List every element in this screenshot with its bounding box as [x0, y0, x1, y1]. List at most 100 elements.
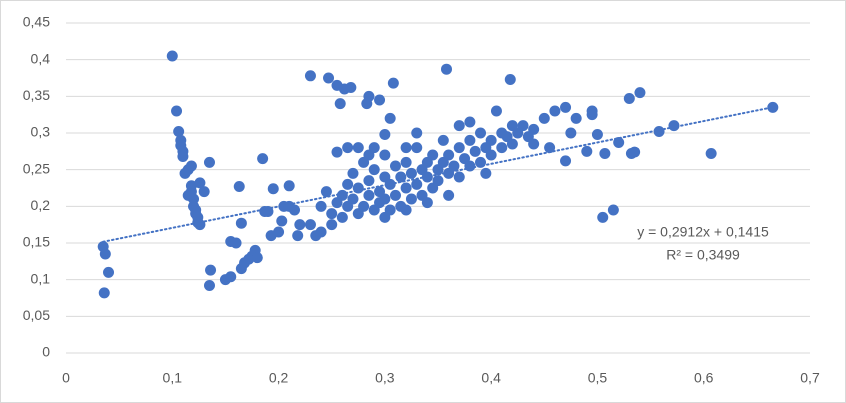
- y-tick-label: 0,35: [23, 87, 50, 103]
- x-tick-label: 0,2: [269, 370, 289, 386]
- scatter-point: [342, 178, 354, 190]
- scatter-point: [506, 138, 518, 150]
- scatter-point: [342, 142, 354, 154]
- scatter-point: [464, 134, 476, 146]
- scatter-point: [405, 193, 417, 205]
- scatter-point: [358, 200, 370, 212]
- scatter-point: [441, 63, 453, 75]
- scatter-point: [538, 112, 550, 124]
- scatter-point: [464, 116, 476, 128]
- scatter-point: [336, 211, 348, 223]
- scatter-point: [203, 156, 215, 168]
- scatter-point: [490, 105, 502, 117]
- scatter-point: [437, 134, 449, 146]
- scatter-point: [629, 146, 641, 158]
- scatter-point: [613, 137, 625, 149]
- scatter-point: [379, 211, 391, 223]
- scatter-point: [379, 128, 391, 140]
- scatter-point: [607, 204, 619, 216]
- scatter-point: [315, 200, 327, 212]
- scatter-point: [194, 177, 206, 189]
- scatter-point: [379, 193, 391, 205]
- scatter-point: [565, 127, 577, 139]
- y-tick-label: 0,4: [31, 50, 51, 66]
- scatter-point: [379, 149, 391, 161]
- scatter-point: [653, 126, 665, 138]
- scatter-point: [310, 230, 322, 242]
- scatter-point: [411, 142, 423, 154]
- trendline: [102, 106, 774, 243]
- scatter-point: [443, 189, 455, 201]
- scatter-point: [99, 248, 111, 260]
- y-tick-label: 0,15: [23, 234, 50, 250]
- scatter-point: [289, 204, 301, 216]
- scatter-point: [389, 160, 401, 172]
- scatter-point: [504, 73, 516, 85]
- trendline-equation: y = 0,2912x + 0,1415: [637, 224, 769, 240]
- scatter-point: [363, 90, 375, 102]
- scatter-point: [560, 155, 572, 167]
- scatter-point: [267, 183, 279, 195]
- scatter-point: [570, 112, 582, 124]
- scatter-point: [368, 164, 380, 176]
- scatter-point: [549, 105, 561, 117]
- x-tick-label: 0,6: [694, 370, 714, 386]
- scatter-point: [233, 181, 245, 193]
- scatter-point: [400, 156, 412, 168]
- scatter-point: [345, 82, 357, 94]
- scatter-point: [304, 219, 316, 231]
- scatter-point: [599, 148, 611, 160]
- scatter-point: [292, 230, 304, 242]
- scatter-point: [294, 219, 306, 231]
- x-tick-label: 0,7: [800, 370, 820, 386]
- scatter-point: [98, 287, 110, 299]
- scatter-point: [634, 87, 646, 99]
- scatter-point: [597, 211, 609, 223]
- scatter-point: [767, 101, 779, 113]
- scatter-point: [352, 142, 364, 154]
- scatter-point: [411, 127, 423, 139]
- scatter-point: [400, 204, 412, 216]
- scatter-point: [475, 127, 487, 139]
- scatter-point: [177, 150, 189, 162]
- scatter-point: [347, 167, 359, 179]
- scatter-point: [326, 219, 338, 231]
- scatter-point: [171, 105, 183, 117]
- scatter-point: [363, 175, 375, 187]
- scatter-point: [623, 93, 635, 105]
- scatter-point: [323, 72, 335, 84]
- scatter-point: [485, 134, 497, 146]
- scatter-point: [586, 109, 598, 121]
- scatter-point: [387, 77, 399, 89]
- scatter-point: [103, 266, 115, 278]
- scatter-point: [496, 142, 508, 154]
- scatter-point: [453, 120, 465, 132]
- y-tick-label: 0,05: [23, 307, 50, 323]
- scatter-point: [283, 180, 295, 192]
- scatter-point: [276, 215, 288, 227]
- scatter-point: [273, 226, 285, 238]
- trendline-r-squared: R² = 0,3499: [666, 247, 740, 263]
- scatter-point: [257, 153, 269, 165]
- y-tick-label: 0: [42, 344, 50, 360]
- scatter-point: [334, 98, 346, 110]
- scatter-point: [400, 182, 412, 194]
- scatter-point: [421, 197, 433, 209]
- scatter-point: [400, 142, 412, 154]
- scatter-point: [443, 149, 455, 161]
- scatter-point: [198, 186, 210, 198]
- scatter-point: [453, 142, 465, 154]
- scatter-point: [374, 94, 386, 106]
- scatter-point: [453, 171, 465, 183]
- scatter-point: [185, 160, 197, 172]
- scatter-point: [485, 149, 497, 161]
- scatter-point: [427, 149, 439, 161]
- scatter-point: [251, 252, 263, 264]
- x-tick-label: 0,1: [163, 370, 183, 386]
- scatter-point: [331, 146, 343, 158]
- scatter-point: [320, 186, 332, 198]
- scatter-point: [480, 167, 492, 179]
- y-tick-label: 0,45: [23, 14, 50, 30]
- scatter-point: [389, 189, 401, 201]
